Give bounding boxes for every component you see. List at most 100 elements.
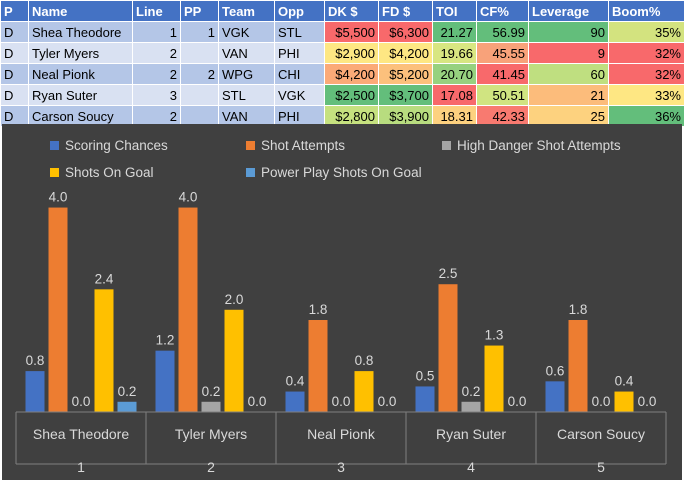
bar-shea-theodore-shots-on-goal[interactable] xyxy=(94,289,114,412)
table-cell[interactable]: VGK xyxy=(274,84,325,106)
bar-tyler-myers-shot-attempts[interactable] xyxy=(178,207,198,412)
legend-item-scoring-chances[interactable]: Scoring Chances xyxy=(50,138,168,153)
table-cell[interactable]: STL xyxy=(218,84,275,106)
bar-carson-soucy-shots-on-goal[interactable] xyxy=(614,391,634,412)
table-cell[interactable]: 1 xyxy=(180,21,219,43)
legend-item-shots-on-goal[interactable]: Shots On Goal xyxy=(50,165,154,180)
column-header-name[interactable]: Name xyxy=(28,0,133,22)
table-cell[interactable]: $2,800 xyxy=(324,105,379,127)
column-header-p[interactable]: P xyxy=(0,0,29,22)
table-cell[interactable]: 35% xyxy=(608,21,684,43)
column-header-boom[interactable]: Boom% xyxy=(608,0,684,22)
table-cell[interactable]: D xyxy=(0,105,29,127)
table-cell[interactable]: 19.66 xyxy=(432,42,477,64)
column-header-pp[interactable]: PP xyxy=(180,0,219,22)
table-cell[interactable]: CHI xyxy=(274,63,325,85)
table-cell[interactable]: VAN xyxy=(218,42,275,64)
bar-ryan-suter-scoring-chances[interactable] xyxy=(415,386,435,412)
bar-ryan-suter-high-danger-shot-attempts[interactable] xyxy=(461,401,481,412)
table-cell[interactable]: $4,200 xyxy=(378,42,433,64)
bar-shea-theodore-shot-attempts[interactable] xyxy=(48,207,68,412)
table-cell[interactable]: 21 xyxy=(528,84,609,106)
table-cell[interactable]: $2,500 xyxy=(324,84,379,106)
bar-shea-theodore-scoring-chances[interactable] xyxy=(25,371,45,412)
column-header-opp[interactable]: Opp xyxy=(274,0,325,22)
column-header-leverage[interactable]: Leverage xyxy=(528,0,609,22)
table-cell[interactable]: Shea Theodore xyxy=(28,21,133,43)
table-cell[interactable]: D xyxy=(0,84,29,106)
table-cell[interactable]: VGK xyxy=(218,21,275,43)
bar-carson-soucy-scoring-chances[interactable] xyxy=(545,381,565,412)
table-row[interactable]: D Shea Theodore 1 1 VGK STL $5,500 $6,300 21.27 5… xyxy=(0,21,684,43)
table-cell[interactable]: 32% xyxy=(608,63,684,85)
column-header-cf[interactable]: CF% xyxy=(476,0,529,22)
column-header-line[interactable]: Line xyxy=(132,0,181,22)
legend-item-shot-attempts[interactable]: Shot Attempts xyxy=(246,138,345,153)
table-cell[interactable]: Carson Soucy xyxy=(28,105,133,127)
table-cell[interactable]: 33% xyxy=(608,84,684,106)
table-cell[interactable]: 42.33 xyxy=(476,105,529,127)
table-cell[interactable]: $4,200 xyxy=(324,63,379,85)
table-row[interactable]: D Tyler Myers 2 VAN PHI $2,900 $4,200 19.66 45.5… xyxy=(0,42,684,64)
table-cell[interactable]: 21.27 xyxy=(432,21,477,43)
table-cell[interactable]: 60 xyxy=(528,63,609,85)
table-cell[interactable]: 90 xyxy=(528,21,609,43)
table-cell[interactable]: 2 xyxy=(180,63,219,85)
table-cell[interactable]: $2,900 xyxy=(324,42,379,64)
table-cell[interactable]: $3,900 xyxy=(378,105,433,127)
bar-carson-soucy-shot-attempts[interactable] xyxy=(568,320,588,412)
table-cell[interactable]: $3,700 xyxy=(378,84,433,106)
table-cell[interactable]: 32% xyxy=(608,42,684,64)
bar-tyler-myers-shots-on-goal[interactable] xyxy=(224,309,244,412)
table-cell[interactable]: WPG xyxy=(218,63,275,85)
table-cell[interactable]: 45.55 xyxy=(476,42,529,64)
column-header-toi[interactable]: TOI xyxy=(432,0,477,22)
table-cell[interactable]: D xyxy=(0,21,29,43)
table-cell[interactable]: 3 xyxy=(132,84,181,106)
column-header-dk[interactable]: DK $ xyxy=(324,0,379,22)
table-cell[interactable] xyxy=(180,105,219,127)
table-row[interactable]: D Neal Pionk 2 2 WPG CHI $4,200 $5,200 20.70 41.4… xyxy=(0,63,684,85)
table-cell[interactable]: STL xyxy=(274,21,325,43)
table-cell[interactable]: 50.51 xyxy=(476,84,529,106)
table-cell[interactable]: $6,300 xyxy=(378,21,433,43)
table-cell[interactable]: D xyxy=(0,63,29,85)
table-cell[interactable]: VAN xyxy=(218,105,275,127)
table-cell[interactable]: Tyler Myers xyxy=(28,42,133,64)
data-label: 0.0 xyxy=(248,394,267,409)
table-cell[interactable]: 41.45 xyxy=(476,63,529,85)
table-cell[interactable]: Neal Pionk xyxy=(28,63,133,85)
column-header-team[interactable]: Team xyxy=(218,0,275,22)
bar-neal-pionk-shot-attempts[interactable] xyxy=(308,320,328,412)
table-cell[interactable]: 20.70 xyxy=(432,63,477,85)
table-cell[interactable]: 2 xyxy=(132,42,181,64)
column-header-fd[interactable]: FD $ xyxy=(378,0,433,22)
table-cell[interactable]: D xyxy=(0,42,29,64)
bar-neal-pionk-shots-on-goal[interactable] xyxy=(354,371,374,412)
legend-item-power-play-shots-on-goal[interactable]: Power Play Shots On Goal xyxy=(246,165,422,180)
table-cell[interactable]: 9 xyxy=(528,42,609,64)
table-cell[interactable]: 18.31 xyxy=(432,105,477,127)
bar-shea-theodore-power-play-shots-on-goal[interactable] xyxy=(117,401,137,412)
bar-tyler-myers-high-danger-shot-attempts[interactable] xyxy=(201,401,221,412)
bar-ryan-suter-shot-attempts[interactable] xyxy=(438,284,458,412)
table-cell[interactable]: PHI xyxy=(274,105,325,127)
table-row[interactable]: D Ryan Suter 3 STL VGK $2,500 $3,700 17.08 50.51… xyxy=(0,84,684,106)
table-row[interactable]: D Carson Soucy 2 VAN PHI $2,800 $3,900 18.31 42.… xyxy=(0,105,684,127)
table-cell[interactable]: 17.08 xyxy=(432,84,477,106)
table-cell[interactable]: 1 xyxy=(132,21,181,43)
bar-neal-pionk-scoring-chances[interactable] xyxy=(285,391,305,412)
table-cell[interactable]: 2 xyxy=(132,63,181,85)
table-cell[interactable]: $5,200 xyxy=(378,63,433,85)
table-cell[interactable] xyxy=(180,84,219,106)
bar-ryan-suter-shots-on-goal[interactable] xyxy=(484,345,504,412)
table-cell[interactable]: $5,500 xyxy=(324,21,379,43)
table-cell[interactable]: Ryan Suter xyxy=(28,84,133,106)
table-cell[interactable] xyxy=(180,42,219,64)
table-cell[interactable]: 56.99 xyxy=(476,21,529,43)
table-cell[interactable]: 36% xyxy=(608,105,684,127)
table-cell[interactable]: PHI xyxy=(274,42,325,64)
bar-tyler-myers-scoring-chances[interactable] xyxy=(155,350,175,412)
legend-item-high-danger-shot-attempts[interactable]: High Danger Shot Attempts xyxy=(442,138,621,153)
table-cell[interactable]: 25 xyxy=(528,105,609,127)
